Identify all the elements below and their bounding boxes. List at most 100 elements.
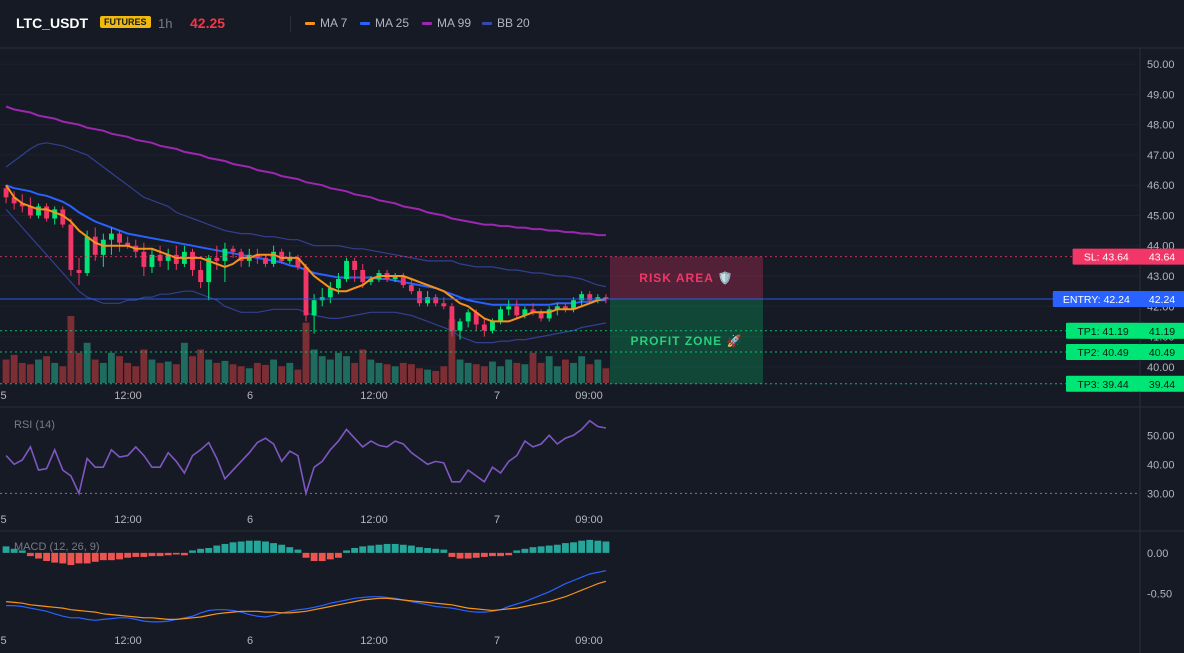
x-tick-label: 12:00 <box>360 390 388 402</box>
volume-bar <box>334 352 342 383</box>
candle-body[interactable] <box>311 300 317 316</box>
candle-body[interactable] <box>36 206 41 216</box>
macd-histogram-bar <box>75 552 83 564</box>
x-tick-label: 6 <box>247 635 253 647</box>
candle-body[interactable] <box>408 285 414 292</box>
candle-body[interactable] <box>287 257 293 261</box>
candle-body[interactable] <box>76 269 82 273</box>
candle-body[interactable] <box>587 294 593 301</box>
candle-body[interactable] <box>327 288 333 298</box>
volume-bar <box>343 356 350 383</box>
volume-bar <box>229 364 237 383</box>
candle-body[interactable] <box>546 309 552 319</box>
candle-body[interactable] <box>141 251 147 267</box>
candle-body[interactable] <box>498 309 503 322</box>
candle-body[interactable] <box>44 206 50 219</box>
candle-body[interactable] <box>84 236 90 273</box>
rsi-line[interactable] <box>5 419 607 497</box>
candle-body[interactable] <box>254 254 260 258</box>
candle-body[interactable] <box>562 306 568 310</box>
candle-body[interactable] <box>295 257 301 267</box>
macd-histogram-bar <box>513 550 521 553</box>
candle-body[interactable] <box>19 203 25 207</box>
macd-signal-line[interactable] <box>6 580 607 620</box>
candle-body[interactable] <box>60 209 66 225</box>
candle-body[interactable] <box>92 236 98 255</box>
candle-body[interactable] <box>392 276 398 280</box>
symbol-label[interactable]: LTC_USDT <box>16 15 89 31</box>
candle-body[interactable] <box>603 297 609 299</box>
candle-body[interactable] <box>530 309 536 313</box>
candle-body[interactable] <box>125 242 131 246</box>
macd-histogram-bar <box>302 552 310 558</box>
candle-body[interactable] <box>514 306 520 316</box>
candle-body[interactable] <box>214 257 220 261</box>
legend-ma25[interactable]: MA 25 <box>360 16 409 30</box>
volume-bar <box>156 362 164 383</box>
volume-bar <box>18 362 26 383</box>
candle-body[interactable] <box>165 254 171 261</box>
candle-body[interactable] <box>271 251 277 264</box>
candle-body[interactable] <box>222 248 228 261</box>
level-tag[interactable] <box>1066 344 1140 361</box>
candle-body[interactable] <box>190 251 195 270</box>
candle-body[interactable] <box>149 254 155 267</box>
timeframe-label[interactable]: 1h <box>158 16 173 31</box>
candle-body[interactable] <box>417 291 422 304</box>
candle-body[interactable] <box>68 224 74 270</box>
candle-body[interactable] <box>449 306 455 331</box>
candle-body[interactable] <box>433 297 439 304</box>
x-tick-label: 5 <box>1 635 7 647</box>
candle-body[interactable] <box>344 260 349 280</box>
macd-histogram-bar <box>205 547 213 553</box>
legend-ma7[interactable]: MA 7 <box>305 16 347 30</box>
candle-body[interactable] <box>198 269 204 283</box>
candle-body[interactable] <box>481 324 487 331</box>
candle-body[interactable] <box>27 206 33 216</box>
legend-bb20[interactable]: BB 20 <box>482 16 530 30</box>
level-tag[interactable] <box>1066 375 1140 392</box>
candle-body[interactable] <box>206 257 212 283</box>
candle-body[interactable] <box>368 279 374 283</box>
macd-histogram-bar <box>359 546 367 553</box>
candle-body[interactable] <box>465 312 471 322</box>
candle-body[interactable] <box>3 188 9 198</box>
candle-body[interactable] <box>441 303 447 307</box>
candle-body[interactable] <box>579 294 585 301</box>
level-tag[interactable] <box>1052 291 1140 308</box>
y-tick-label: 40.00 <box>1147 362 1175 374</box>
macd-line[interactable] <box>6 570 607 623</box>
candle-body[interactable] <box>490 321 495 331</box>
candle-body[interactable] <box>173 254 179 264</box>
candle-body[interactable] <box>303 266 309 316</box>
legend-ma99[interactable]: MA 99 <box>422 16 471 30</box>
candle-body[interactable] <box>100 239 106 255</box>
candle-body[interactable] <box>230 248 236 252</box>
candle-body[interactable] <box>425 297 431 304</box>
level-tag[interactable] <box>1072 248 1140 265</box>
macd-histogram-bar <box>91 552 99 562</box>
candle-body[interactable] <box>263 257 268 264</box>
candle-body[interactable] <box>352 260 358 270</box>
candle-body[interactable] <box>522 309 528 316</box>
candle-body[interactable] <box>506 306 512 310</box>
candle-body[interactable] <box>360 269 366 283</box>
macd-histogram-bar <box>383 543 391 553</box>
candle-body[interactable] <box>109 233 114 240</box>
candle-body[interactable] <box>117 233 122 243</box>
candle-body[interactable] <box>554 306 560 310</box>
candle-body[interactable] <box>335 279 341 289</box>
candle-body[interactable] <box>157 254 163 261</box>
volume-bar <box>302 322 310 383</box>
candle-body[interactable] <box>473 312 479 325</box>
candle-body[interactable] <box>538 312 544 319</box>
candle-body[interactable] <box>571 300 576 310</box>
candle-body[interactable] <box>52 209 58 219</box>
risk-zone[interactable] <box>610 256 763 300</box>
candle-body[interactable] <box>11 197 17 204</box>
level-tag[interactable] <box>1066 322 1140 339</box>
profit-zone[interactable] <box>610 299 763 384</box>
candle-body[interactable] <box>400 276 406 286</box>
candle-body[interactable] <box>457 321 463 331</box>
